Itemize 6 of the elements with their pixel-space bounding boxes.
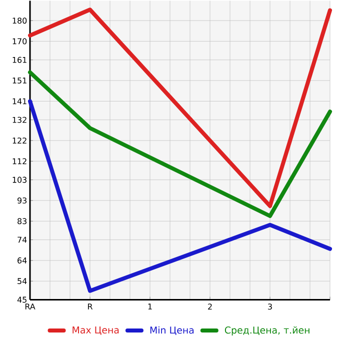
line-series [28,99,332,293]
legend-label: Max Цена [72,326,119,336]
legend-label: Сред.Цена, т.йен [224,326,310,336]
line-series [28,70,332,218]
line-series [28,8,332,208]
legend-label: Min Цена [150,326,194,336]
